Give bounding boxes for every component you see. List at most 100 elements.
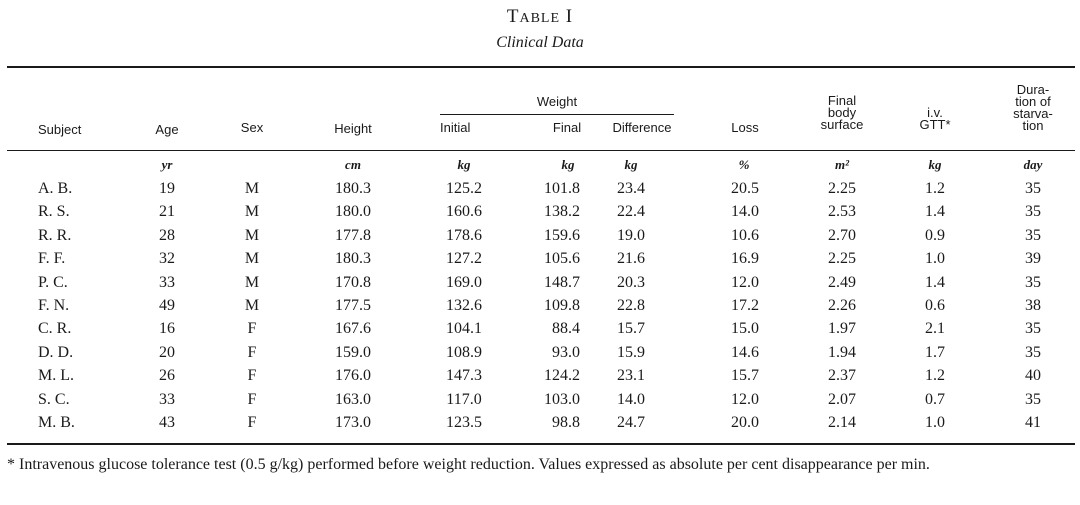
table-footnote: * Intravenous glucose tolerance test (0.… <box>7 456 930 473</box>
cell-height: 177.5 <box>335 296 371 314</box>
cell-weight-difference: 23.4 <box>617 180 645 197</box>
table-row: M. L. 26 F 176.0 147.3 124.2 23.1 15.7 2… <box>0 365 1080 388</box>
cell-age: 26 <box>159 367 175 385</box>
cell-sex: M <box>244 273 260 291</box>
cell-age: 16 <box>159 320 175 338</box>
header-rule <box>7 150 1075 151</box>
cell-weight-difference: 24.7 <box>617 413 645 431</box>
cell-weight-difference: 21.6 <box>617 250 645 268</box>
cell-body-surface: 2.26 <box>828 296 856 314</box>
bottom-rule <box>7 443 1075 445</box>
cell-subject: M. B. <box>38 413 75 431</box>
cell-weight-difference: 15.7 <box>617 320 645 338</box>
cell-final-weight: 98.8 <box>552 413 580 431</box>
cell-initial-weight: 160.6 <box>446 203 482 221</box>
cell-initial-weight: 169.0 <box>446 273 482 291</box>
cell-sex: F <box>247 390 257 408</box>
table-body: A. B. 19 M 180.3 125.2 101.8 23.4 20.5 2… <box>0 178 1080 435</box>
cell-loss: 15.0 <box>731 320 759 338</box>
cell-duration: 35 <box>1025 320 1041 338</box>
cell-iv-gtt: 1.4 <box>925 203 945 221</box>
header-duration-line4: tion <box>1022 118 1044 133</box>
header-body-surface-line3: surface <box>820 117 864 132</box>
cell-subject: R. S. <box>38 203 70 221</box>
cell-height: 177.8 <box>335 226 371 244</box>
cell-initial-weight: 147.3 <box>446 367 482 385</box>
unit-difference: kg <box>624 157 638 172</box>
unit-gtt: kg <box>928 157 942 172</box>
cell-age: 49 <box>159 296 175 314</box>
cell-loss: 14.0 <box>731 203 759 221</box>
table-subtitle: Clinical Data <box>496 34 584 51</box>
cell-subject: S. C. <box>38 390 70 408</box>
cell-final-weight: 101.8 <box>544 180 580 197</box>
cell-sex: F <box>247 320 257 338</box>
cell-age: 20 <box>159 343 175 361</box>
header-weight-group: Weight <box>536 94 578 109</box>
unit-body-surface: m² <box>834 157 849 172</box>
cell-body-surface: 2.25 <box>828 180 856 197</box>
cell-weight-difference: 22.4 <box>617 203 645 221</box>
header-sex: Sex <box>240 120 264 135</box>
cell-initial-weight: 127.2 <box>446 250 482 268</box>
cell-iv-gtt: 1.0 <box>925 250 945 268</box>
table-title: TABLE I <box>0 6 1080 28</box>
cell-body-surface: 1.97 <box>828 320 856 338</box>
cell-height: 180.3 <box>335 250 371 268</box>
table-row: P. C. 33 M 170.8 169.0 148.7 20.3 12.0 2… <box>0 272 1080 295</box>
cell-height: 170.8 <box>335 273 371 291</box>
cell-body-surface: 2.07 <box>828 390 856 408</box>
cell-final-weight: 105.6 <box>544 250 580 268</box>
cell-sex: F <box>247 413 257 431</box>
cell-iv-gtt: 1.0 <box>925 413 945 431</box>
cell-sex: M <box>244 203 260 221</box>
cell-weight-difference: 14.0 <box>617 390 645 408</box>
cell-body-surface: 2.37 <box>828 367 856 385</box>
cell-subject: A. B. <box>38 180 73 197</box>
cell-subject: M. L. <box>38 367 74 385</box>
cell-iv-gtt: 0.9 <box>925 226 945 244</box>
cell-iv-gtt: 1.7 <box>925 343 945 361</box>
header-body-surface-line1: Final <box>827 93 857 108</box>
cell-age: 32 <box>159 250 175 268</box>
cell-body-surface: 2.25 <box>828 250 856 268</box>
cell-loss: 20.0 <box>731 413 759 431</box>
cell-initial-weight: 123.5 <box>446 413 482 431</box>
cell-iv-gtt: 0.6 <box>925 296 945 314</box>
header-height: Height <box>334 121 372 136</box>
cell-age: 33 <box>159 390 175 408</box>
cell-duration: 35 <box>1025 203 1041 221</box>
cell-initial-weight: 132.6 <box>446 296 482 314</box>
cell-loss: 16.9 <box>731 250 759 268</box>
cell-weight-difference: 23.1 <box>617 367 645 385</box>
header-duration: Dura- tion of starva- tion <box>1000 83 1066 133</box>
cell-subject: F. F. <box>38 250 66 268</box>
unit-age: yr <box>161 157 173 172</box>
table-row: R. S. 21 M 180.0 160.6 138.2 22.4 14.0 2… <box>0 201 1080 224</box>
cell-body-surface: 2.53 <box>828 203 856 221</box>
table-row: A. B. 19 M 180.3 125.2 101.8 23.4 20.5 2… <box>0 178 1080 201</box>
cell-final-weight: 159.6 <box>544 226 580 244</box>
cell-weight-difference: 15.9 <box>617 343 645 361</box>
cell-duration: 35 <box>1025 180 1041 197</box>
unit-initial: kg <box>457 157 471 172</box>
header-duration-line3: starva- <box>1013 106 1053 121</box>
cell-subject: C. R. <box>38 320 72 338</box>
cell-height: 173.0 <box>335 413 371 431</box>
table-row: F. F. 32 M 180.3 127.2 105.6 21.6 16.9 2… <box>0 248 1080 271</box>
header-iv-gtt: i.v. GTT* <box>910 106 960 131</box>
table-row: F. N. 49 M 177.5 132.6 109.8 22.8 17.2 2… <box>0 295 1080 318</box>
table-row: M. B. 43 F 173.0 123.5 98.8 24.7 20.0 2.… <box>0 412 1080 435</box>
cell-body-surface: 2.49 <box>828 273 856 291</box>
cell-loss: 10.6 <box>731 226 759 244</box>
cell-loss: 20.5 <box>731 180 759 197</box>
header-body-surface-line2: body <box>827 105 857 120</box>
table-row: D. D. 20 F 159.0 108.9 93.0 15.9 14.6 1.… <box>0 342 1080 365</box>
cell-sex: M <box>244 180 260 197</box>
cell-duration: 38 <box>1025 296 1041 314</box>
cell-sex: F <box>247 343 257 361</box>
cell-final-weight: 148.7 <box>544 273 580 291</box>
cell-iv-gtt: 0.7 <box>925 390 945 408</box>
cell-iv-gtt: 1.2 <box>925 180 945 197</box>
cell-duration: 41 <box>1025 413 1041 431</box>
